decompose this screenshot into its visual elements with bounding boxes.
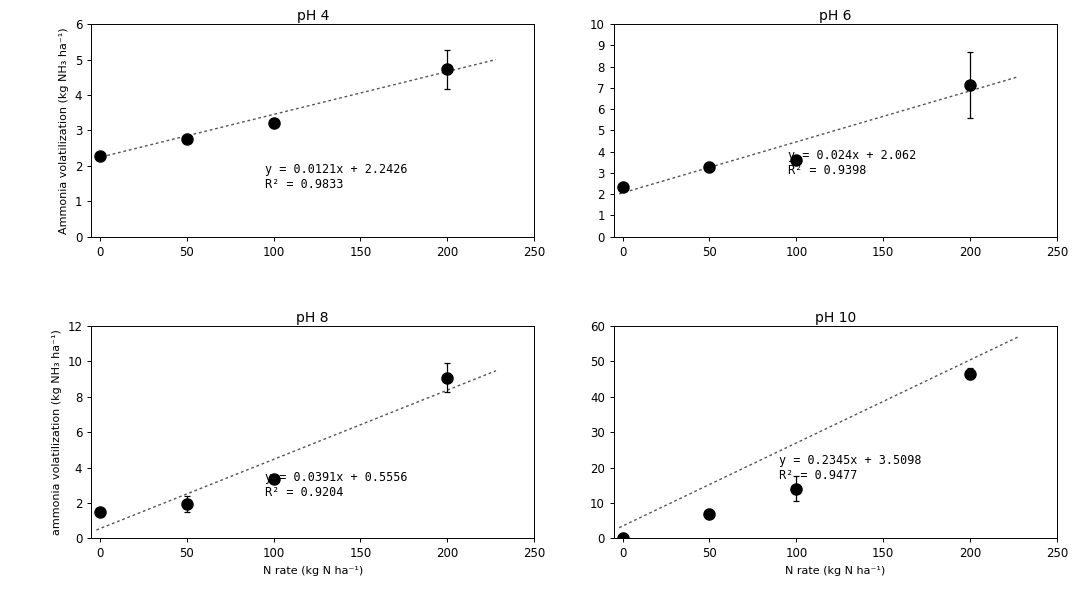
Y-axis label: ammonia volatilization (kg NH₃ ha⁻¹): ammonia volatilization (kg NH₃ ha⁻¹): [52, 329, 61, 535]
Title: pH 4: pH 4: [296, 9, 329, 23]
Y-axis label: Ammonia volatilization (kg NH₃ ha⁻¹): Ammonia volatilization (kg NH₃ ha⁻¹): [59, 27, 69, 234]
Title: pH 6: pH 6: [819, 9, 852, 23]
Text: y = 0.0121x + 2.2426
R² = 0.9833: y = 0.0121x + 2.2426 R² = 0.9833: [265, 163, 408, 191]
Text: y = 0.2345x + 3.5098
R² = 0.9477: y = 0.2345x + 3.5098 R² = 0.9477: [779, 454, 922, 482]
X-axis label: N rate (kg N ha⁻¹): N rate (kg N ha⁻¹): [785, 566, 885, 576]
Title: pH 8: pH 8: [296, 311, 329, 325]
Text: y = 0.024x + 2.062
R² = 0.9398: y = 0.024x + 2.062 R² = 0.9398: [788, 149, 916, 177]
Title: pH 10: pH 10: [814, 311, 856, 325]
Text: y = 0.0391x + 0.5556
R² = 0.9204: y = 0.0391x + 0.5556 R² = 0.9204: [265, 471, 408, 500]
X-axis label: N rate (kg N ha⁻¹): N rate (kg N ha⁻¹): [263, 566, 363, 576]
